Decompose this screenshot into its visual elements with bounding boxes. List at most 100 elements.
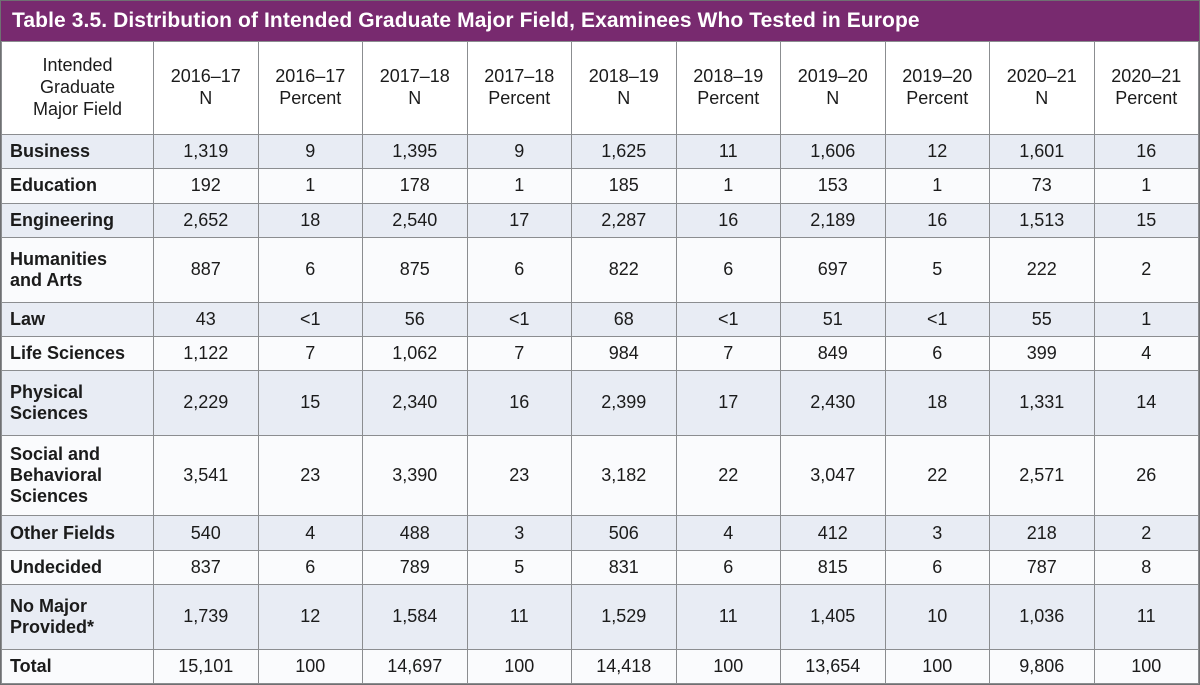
table-cell: 1,625 — [571, 133, 677, 170]
table-wrap: Intended Graduate Major Field 2016–17 N 20… — [1, 41, 1199, 685]
table-cell: 14,418 — [571, 648, 677, 685]
data-table: Intended Graduate Major Field 2016–17 N 20… — [1, 41, 1199, 685]
table-cell: 6 — [466, 236, 572, 303]
table-cell: 7 — [675, 335, 781, 372]
table-row: Total 15,101 100 14,697 100 14,418 100 13,654 10… — [1, 648, 1199, 685]
table-cell: 10 — [884, 584, 990, 650]
table-cell: 1,584 — [362, 584, 468, 650]
table-row: Social and Behavioral Sciences 3,541 23 3,3… — [1, 434, 1199, 517]
table-cell: 7 — [466, 335, 572, 372]
table-cell: 1 — [466, 168, 572, 204]
table-cell: 13,654 — [780, 648, 886, 685]
column-header: 2019–20 Percent — [884, 41, 990, 135]
table-row: Undecided 837 6 789 5 831 6 815 6 787 8 — [1, 549, 1199, 586]
table-head: Intended Graduate Major Field 2016–17 N 20… — [1, 41, 1199, 135]
table-cell: 2,229 — [153, 370, 259, 436]
table-cell: 4 — [675, 515, 781, 551]
table-cell: 26 — [1093, 434, 1199, 517]
table-cell: 12 — [257, 584, 363, 650]
table-cell: 1,405 — [780, 584, 886, 650]
table-row: Physical Sciences 2,229 15 2,340 16 2,399 17 2,… — [1, 370, 1199, 436]
row-label: Law — [1, 301, 154, 337]
table-row: Humanities and Arts 887 6 875 6 822 6 697 5 222 2 — [1, 236, 1199, 303]
table-cell: 153 — [780, 168, 886, 204]
table-row: Life Sciences 1,122 7 1,062 7 984 7 849 6 399 4 — [1, 335, 1199, 372]
column-header: 2020–21 N — [989, 41, 1095, 135]
table-title: Table 3.5. Distribution of Intended Grad… — [12, 9, 920, 32]
table-cell: 100 — [466, 648, 572, 685]
table-cell: 9 — [257, 133, 363, 170]
table-cell: 887 — [153, 236, 259, 303]
table-cell: 984 — [571, 335, 677, 372]
table-cell: 1 — [675, 168, 781, 204]
table-cell: 1,606 — [780, 133, 886, 170]
table-cell: 9,806 — [989, 648, 1095, 685]
table-cell: 15 — [257, 370, 363, 436]
table-cell: 18 — [884, 370, 990, 436]
table-cell: 1,331 — [989, 370, 1095, 436]
table-cell: 875 — [362, 236, 468, 303]
row-label: Humanities and Arts — [1, 236, 154, 303]
table-cell: <1 — [675, 301, 781, 337]
table-cell: 11 — [675, 133, 781, 170]
table-cell: 16 — [1093, 133, 1199, 170]
column-header: 2017–18 Percent — [466, 41, 572, 135]
table-row: Other Fields 540 4 488 3 506 4 412 3 218 2 — [1, 515, 1199, 551]
table-cell: 100 — [1093, 648, 1199, 685]
row-label: Other Fields — [1, 515, 154, 551]
row-header-label: Intended Graduate Major Field — [1, 41, 154, 135]
table-cell: 11 — [1093, 584, 1199, 650]
table-cell: 23 — [466, 434, 572, 517]
table-cell: 192 — [153, 168, 259, 204]
table-cell: 100 — [257, 648, 363, 685]
table-cell: 1 — [1093, 301, 1199, 337]
table-cell: 17 — [675, 370, 781, 436]
table-cell: 14,697 — [362, 648, 468, 685]
table-cell: 4 — [257, 515, 363, 551]
table-cell: 16 — [884, 202, 990, 238]
table-cell: 17 — [466, 202, 572, 238]
table-cell: 6 — [884, 549, 990, 586]
table-cell: 1,529 — [571, 584, 677, 650]
table-cell: 2,430 — [780, 370, 886, 436]
table-cell: 3,541 — [153, 434, 259, 517]
table-cell: 2,652 — [153, 202, 259, 238]
table-cell: 6 — [257, 236, 363, 303]
table-row: No Major Provided* 1,739 12 1,584 11 1,529 11 1… — [1, 584, 1199, 650]
table-cell: 16 — [675, 202, 781, 238]
table-cell: 831 — [571, 549, 677, 586]
table-cell: 412 — [780, 515, 886, 551]
row-label: Total — [1, 648, 154, 685]
table-cell: 22 — [675, 434, 781, 517]
table-cell: 787 — [989, 549, 1095, 586]
row-label: Education — [1, 168, 154, 204]
table-cell: 5 — [884, 236, 990, 303]
table-cell: 6 — [884, 335, 990, 372]
table-cell: 8 — [1093, 549, 1199, 586]
table-cell: 822 — [571, 236, 677, 303]
table-cell: 5 — [466, 549, 572, 586]
table-cell: 56 — [362, 301, 468, 337]
table-cell: 3,182 — [571, 434, 677, 517]
table-cell: 1 — [1093, 168, 1199, 204]
table-cell: 9 — [466, 133, 572, 170]
table-cell: 7 — [257, 335, 363, 372]
table-cell: 22 — [884, 434, 990, 517]
table-cell: 1 — [257, 168, 363, 204]
table-row: Education 192 1 178 1 185 1 153 1 73 1 — [1, 168, 1199, 204]
table-cell: 1,395 — [362, 133, 468, 170]
row-label: Business — [1, 133, 154, 170]
table-title-bar: Table 3.5. Distribution of Intended Grad… — [1, 1, 1199, 41]
table-cell: 815 — [780, 549, 886, 586]
table-cell: 73 — [989, 168, 1095, 204]
table-row: Engineering 2,652 18 2,540 17 2,287 16 2,189 16 1… — [1, 202, 1199, 238]
table-cell: 540 — [153, 515, 259, 551]
table-cell: 3,047 — [780, 434, 886, 517]
table-cell: 12 — [884, 133, 990, 170]
table-cell: 15 — [1093, 202, 1199, 238]
table-cell: 6 — [257, 549, 363, 586]
table-cell: 1,513 — [989, 202, 1095, 238]
table-cell: 100 — [884, 648, 990, 685]
table-cell: 6 — [675, 549, 781, 586]
